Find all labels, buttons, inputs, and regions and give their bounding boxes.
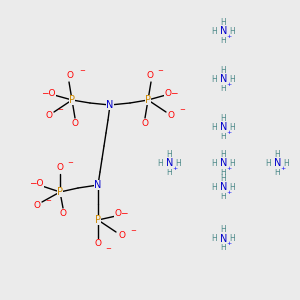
Text: O: O bbox=[71, 119, 79, 128]
Text: N: N bbox=[220, 122, 227, 133]
Text: H: H bbox=[158, 159, 164, 168]
Text: O: O bbox=[56, 164, 64, 172]
Text: H: H bbox=[220, 114, 226, 123]
Text: O−: O− bbox=[115, 209, 129, 218]
Text: −: − bbox=[45, 198, 51, 204]
Text: O: O bbox=[34, 202, 40, 211]
Text: N: N bbox=[106, 100, 114, 110]
Text: H: H bbox=[220, 36, 226, 45]
Text: N: N bbox=[94, 180, 102, 190]
Text: H: H bbox=[284, 159, 290, 168]
Text: +: + bbox=[280, 166, 285, 171]
Text: H: H bbox=[230, 234, 236, 243]
Text: O: O bbox=[146, 71, 154, 80]
Text: H: H bbox=[220, 243, 226, 252]
Text: −: − bbox=[105, 246, 111, 252]
Text: −: − bbox=[157, 68, 163, 74]
Text: H: H bbox=[220, 132, 226, 141]
Text: +: + bbox=[226, 241, 231, 246]
Text: H: H bbox=[220, 66, 226, 75]
Text: O: O bbox=[118, 232, 125, 241]
Text: H: H bbox=[212, 75, 218, 84]
Text: O: O bbox=[167, 110, 175, 119]
Text: H: H bbox=[220, 174, 226, 183]
Text: H: H bbox=[167, 168, 172, 177]
Text: +: + bbox=[226, 166, 231, 171]
Text: N: N bbox=[220, 182, 227, 193]
Text: N: N bbox=[220, 233, 227, 244]
Text: H: H bbox=[274, 168, 280, 177]
Text: H: H bbox=[212, 234, 218, 243]
Text: −O: −O bbox=[41, 88, 55, 98]
Text: −: − bbox=[67, 160, 73, 166]
Text: +: + bbox=[226, 130, 231, 135]
Text: N: N bbox=[220, 26, 227, 37]
Text: P: P bbox=[69, 95, 75, 105]
Text: H: H bbox=[230, 183, 236, 192]
Text: N: N bbox=[274, 158, 281, 169]
Text: N: N bbox=[220, 158, 227, 169]
Text: N: N bbox=[166, 158, 173, 169]
Text: +: + bbox=[226, 34, 231, 39]
Text: −O: −O bbox=[29, 179, 43, 188]
Text: P: P bbox=[57, 187, 63, 197]
Text: H: H bbox=[220, 150, 226, 159]
Text: −: − bbox=[57, 107, 63, 113]
Text: O: O bbox=[94, 239, 101, 248]
Text: O: O bbox=[59, 209, 67, 218]
Text: H: H bbox=[167, 150, 172, 159]
Text: N: N bbox=[220, 74, 227, 85]
Text: +: + bbox=[172, 166, 177, 171]
Text: H: H bbox=[212, 183, 218, 192]
Text: +: + bbox=[226, 190, 231, 195]
Text: H: H bbox=[230, 159, 236, 168]
Text: O: O bbox=[46, 110, 52, 119]
Text: P: P bbox=[145, 95, 151, 105]
Text: −: − bbox=[79, 68, 85, 74]
Text: H: H bbox=[212, 27, 218, 36]
Text: H: H bbox=[212, 159, 218, 168]
Text: H: H bbox=[220, 225, 226, 234]
Text: H: H bbox=[230, 123, 236, 132]
Text: H: H bbox=[212, 123, 218, 132]
Text: H: H bbox=[220, 84, 226, 93]
Text: H: H bbox=[220, 192, 226, 201]
Text: H: H bbox=[176, 159, 182, 168]
Text: H: H bbox=[274, 150, 280, 159]
Text: H: H bbox=[230, 27, 236, 36]
Text: H: H bbox=[220, 18, 226, 27]
Text: O−: O− bbox=[165, 88, 179, 98]
Text: −: − bbox=[179, 107, 185, 113]
Text: H: H bbox=[266, 159, 272, 168]
Text: H: H bbox=[230, 75, 236, 84]
Text: O: O bbox=[142, 119, 148, 128]
Text: +: + bbox=[226, 82, 231, 87]
Text: O: O bbox=[67, 71, 73, 80]
Text: −: − bbox=[130, 228, 136, 234]
Text: P: P bbox=[95, 215, 101, 225]
Text: H: H bbox=[220, 168, 226, 177]
